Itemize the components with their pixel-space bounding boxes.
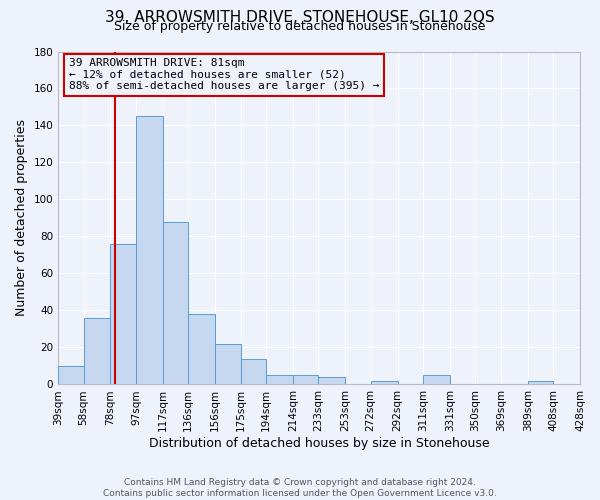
Text: 39, ARROWSMITH DRIVE, STONEHOUSE, GL10 2QS: 39, ARROWSMITH DRIVE, STONEHOUSE, GL10 2… — [105, 10, 495, 25]
Bar — [163, 222, 188, 384]
Bar — [293, 375, 319, 384]
Bar — [188, 314, 215, 384]
Y-axis label: Number of detached properties: Number of detached properties — [15, 120, 28, 316]
Bar — [371, 381, 398, 384]
Text: Contains HM Land Registry data © Crown copyright and database right 2024.
Contai: Contains HM Land Registry data © Crown c… — [103, 478, 497, 498]
Text: Size of property relative to detached houses in Stonehouse: Size of property relative to detached ho… — [115, 20, 485, 33]
Bar — [136, 116, 163, 384]
Bar — [319, 377, 345, 384]
Bar — [83, 318, 110, 384]
Bar — [527, 381, 553, 384]
Bar — [241, 358, 266, 384]
X-axis label: Distribution of detached houses by size in Stonehouse: Distribution of detached houses by size … — [149, 437, 490, 450]
Bar — [110, 244, 136, 384]
Text: 39 ARROWSMITH DRIVE: 81sqm
← 12% of detached houses are smaller (52)
88% of semi: 39 ARROWSMITH DRIVE: 81sqm ← 12% of deta… — [68, 58, 379, 92]
Bar — [215, 344, 241, 385]
Bar — [423, 375, 450, 384]
Bar — [58, 366, 83, 384]
Bar — [266, 375, 293, 384]
